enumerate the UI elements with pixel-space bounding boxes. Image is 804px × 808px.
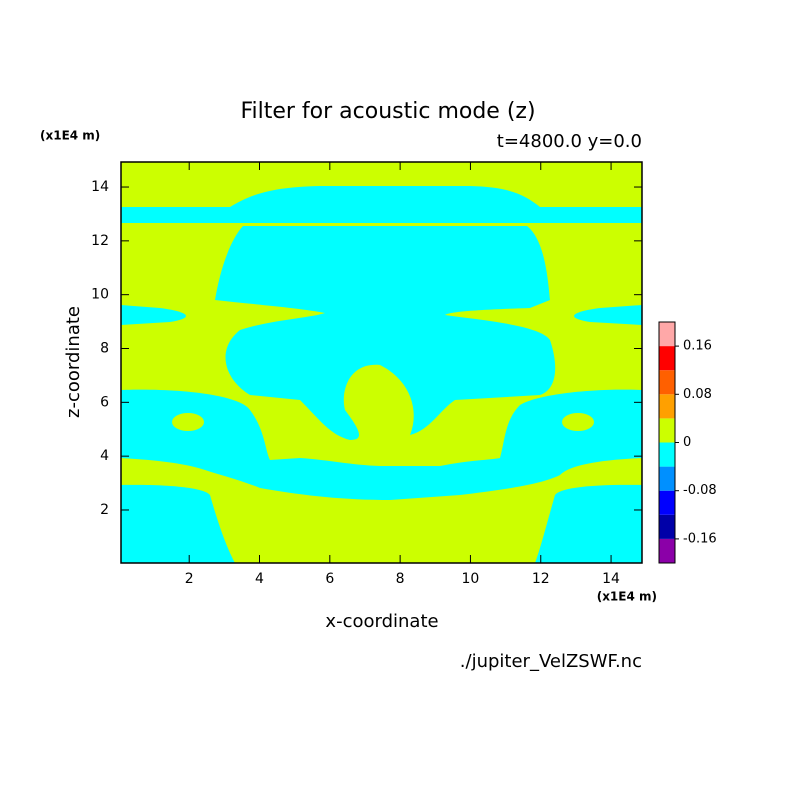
x-unit: (x1E4 m) bbox=[597, 590, 657, 604]
colorbar-swatch bbox=[659, 538, 675, 563]
chart-title: Filter for acoustic mode (z) bbox=[240, 99, 535, 124]
x-tick-label: 10 bbox=[462, 571, 480, 587]
contour-field bbox=[121, 162, 642, 563]
contour-region bbox=[172, 413, 204, 431]
x-tick-label: 14 bbox=[602, 571, 620, 587]
contour-region bbox=[215, 226, 556, 440]
chart-subtitle: t=4800.0 y=0.0 bbox=[497, 131, 642, 152]
y-tick-label: 14 bbox=[91, 179, 109, 195]
y-tick-label: 2 bbox=[100, 502, 109, 518]
contour-region bbox=[360, 432, 410, 452]
contour-region bbox=[121, 484, 235, 563]
y-tick-label: 4 bbox=[100, 448, 109, 464]
contour-region bbox=[121, 186, 642, 223]
x-tick-label: 12 bbox=[532, 571, 550, 587]
y-tick-label: 10 bbox=[91, 287, 109, 303]
colorbar-tick-label: 0 bbox=[683, 435, 691, 450]
y-tick-label: 12 bbox=[91, 233, 109, 249]
colorbar-tick-label: 0.08 bbox=[683, 387, 712, 402]
colorbar-swatch bbox=[659, 394, 675, 419]
y-unit: (x1E4 m) bbox=[40, 129, 100, 143]
contour-region bbox=[121, 305, 187, 325]
colorbar-swatch bbox=[659, 370, 675, 395]
contour-region bbox=[573, 305, 642, 325]
x-axis-label: x-coordinate bbox=[325, 611, 438, 632]
colorbar-swatch bbox=[659, 466, 675, 491]
colorbar-tick-label: -0.16 bbox=[683, 531, 717, 546]
colorbar-tick-label: 0.16 bbox=[683, 339, 712, 354]
colorbar-swatch bbox=[659, 514, 675, 539]
colorbar-swatch bbox=[659, 490, 675, 515]
x-tick-label: 2 bbox=[185, 571, 194, 587]
colorbar-swatch bbox=[659, 418, 675, 443]
x-tick-label: 8 bbox=[396, 571, 405, 587]
plot-frame bbox=[120, 161, 643, 564]
contour-region bbox=[121, 389, 642, 500]
y-tick-label: 6 bbox=[100, 394, 109, 410]
colorbar-swatch bbox=[659, 346, 675, 371]
contour-region bbox=[535, 484, 642, 563]
y-axis-label: z-coordinate bbox=[63, 306, 84, 418]
y-tick-label: 8 bbox=[100, 341, 109, 357]
source-label: ./jupiter_VelZSWF.nc bbox=[460, 651, 642, 672]
colorbar-swatch bbox=[659, 322, 675, 347]
colorbar-swatch bbox=[659, 442, 675, 467]
x-tick-label: 6 bbox=[325, 571, 334, 587]
x-tick-label: 4 bbox=[255, 571, 264, 587]
colorbar-tick-label: -0.08 bbox=[683, 483, 717, 498]
contour-region bbox=[562, 413, 594, 431]
